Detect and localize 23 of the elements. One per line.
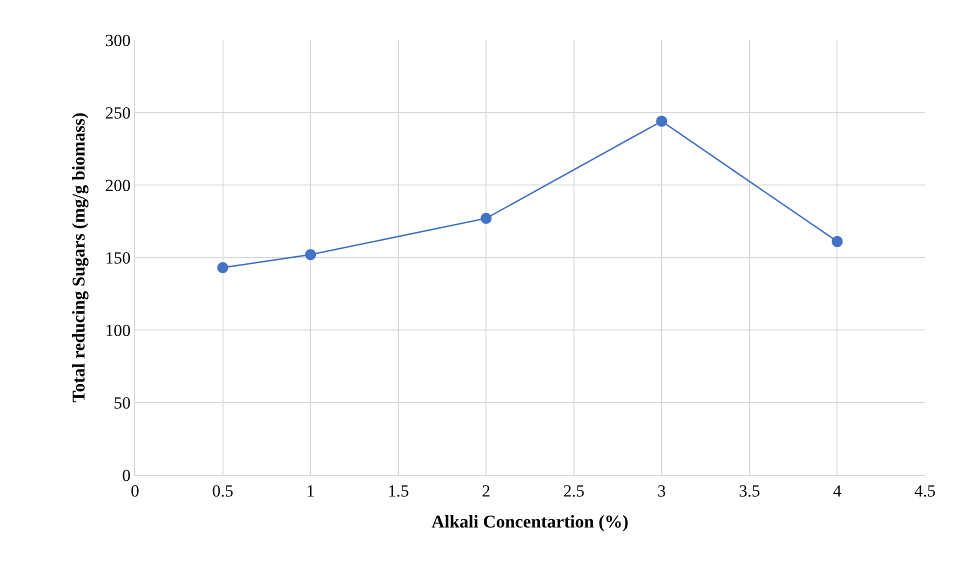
x-tick-label: 1.5 — [388, 481, 409, 500]
y-tick-label: 0 — [122, 466, 131, 485]
x-tick-label: 2 — [482, 481, 490, 500]
point — [217, 262, 228, 274]
x-tick-label: 3.5 — [738, 481, 760, 500]
x-axis-title: Alkali Concentartion (%) — [432, 512, 628, 532]
y-tick-label: 200 — [105, 176, 131, 195]
y-tick-label: 50 — [114, 393, 131, 412]
point — [656, 116, 668, 127]
x-tick-label: 1 — [306, 481, 315, 500]
x-tick-label: 3 — [657, 481, 666, 500]
y-tick-label: 250 — [105, 103, 131, 122]
y-axis-title: Total reducing Sugars (mg/g biomass) — [68, 112, 88, 403]
x-tick-label: 4 — [832, 481, 842, 500]
y-tick-label: 150 — [105, 248, 131, 268]
y-tick-label: 100 — [105, 320, 131, 340]
point — [305, 249, 316, 260]
x-tick-label: 2.5 — [563, 481, 585, 500]
y-tick-label: 300 — [105, 30, 131, 50]
x-tick-label: 0.5 — [212, 481, 234, 500]
point — [480, 212, 492, 224]
point — [832, 236, 843, 248]
x-tick-label: 4.5 — [914, 481, 936, 500]
